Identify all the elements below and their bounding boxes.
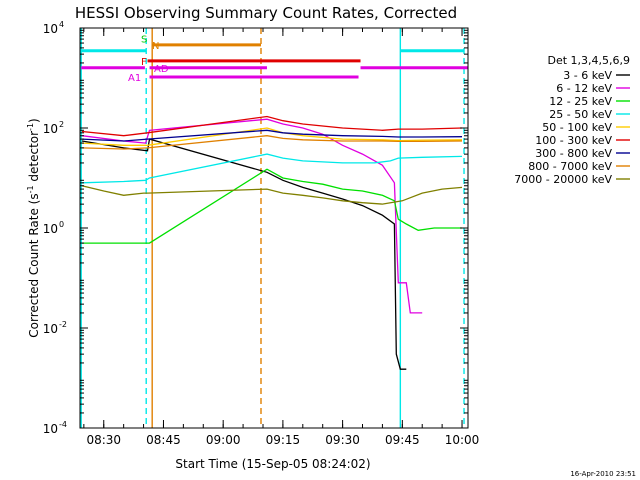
plot-frame xyxy=(79,27,469,429)
flag-label-s: S xyxy=(141,34,147,45)
flag-label-ad: AD xyxy=(154,64,169,75)
series-line-1 xyxy=(81,118,423,314)
y-tick-label-0: 10 xyxy=(43,422,58,436)
x-tick-label-0: 08:30 xyxy=(86,433,121,447)
legend-label-4: 50 - 100 keV xyxy=(542,121,612,134)
x-tick-label-5: 09:45 xyxy=(385,433,420,447)
x-axis-label: Start Time (15-Sep-05 08:24:02) xyxy=(175,457,370,471)
y-tick-exp-2: 0 xyxy=(59,220,64,229)
legend-label-6: 300 - 800 keV xyxy=(535,147,612,160)
legend-title: Det 1,3,4,5,6,9 xyxy=(547,54,630,67)
y-tick-label-3: 10 xyxy=(43,122,58,136)
plot-border xyxy=(79,27,469,429)
legend-label-0: 3 - 6 keV xyxy=(563,69,612,82)
series-line-4 xyxy=(81,127,463,146)
legend-label-8: 7000 - 20000 keV xyxy=(514,173,612,186)
x-axis: 08:30 08:45 09:00 09:15 09:30 09:45 10:00 xyxy=(83,28,480,447)
series-line-5 xyxy=(81,115,463,137)
series-line-6 xyxy=(81,129,463,142)
series-line-7 xyxy=(81,135,463,150)
chart-title: HESSI Observing Summary Count Rates, Cor… xyxy=(75,4,457,22)
y-tick-label-1: 10 xyxy=(43,322,58,336)
flag-label-a1: A1 xyxy=(128,73,141,84)
timestamp: 16-Apr-2010 23:51 xyxy=(570,470,636,478)
series-line-3 xyxy=(81,153,463,184)
series-line-8 xyxy=(81,185,463,205)
y-tick-label-2: 10 xyxy=(43,222,58,236)
legend-label-5: 100 - 300 keV xyxy=(535,134,612,147)
plot-area: SNF AD A1 xyxy=(80,28,468,428)
series-line-0 xyxy=(81,138,407,370)
flag-label-n: N xyxy=(152,41,159,52)
y-tick-exp-3: 2 xyxy=(59,120,64,129)
legend-label-2: 12 - 25 keV xyxy=(549,95,612,108)
legend-label-1: 6 - 12 keV xyxy=(556,82,612,95)
x-tick-label-2: 09:00 xyxy=(206,433,241,447)
x-tick-label-4: 09:30 xyxy=(325,433,360,447)
series-line-2 xyxy=(81,168,462,244)
legend-label-7: 800 - 7000 keV xyxy=(528,160,612,173)
x-tick-label-3: 09:15 xyxy=(266,433,301,447)
y-tick-label-4: 10 xyxy=(43,22,58,36)
legend-label-3: 25 - 50 keV xyxy=(549,108,612,121)
y-axis-label: Corrected Count Rate (s-1 detector-1) xyxy=(26,118,41,337)
flag-label-f: F xyxy=(141,57,147,68)
y-tick-exp-4: 4 xyxy=(59,20,64,29)
x-tick-label-6: 10:00 xyxy=(445,433,480,447)
x-tick-label-1: 08:45 xyxy=(146,433,181,447)
y-tick-exp-0: -4 xyxy=(59,420,67,429)
y-tick-exp-1: -2 xyxy=(59,320,67,329)
